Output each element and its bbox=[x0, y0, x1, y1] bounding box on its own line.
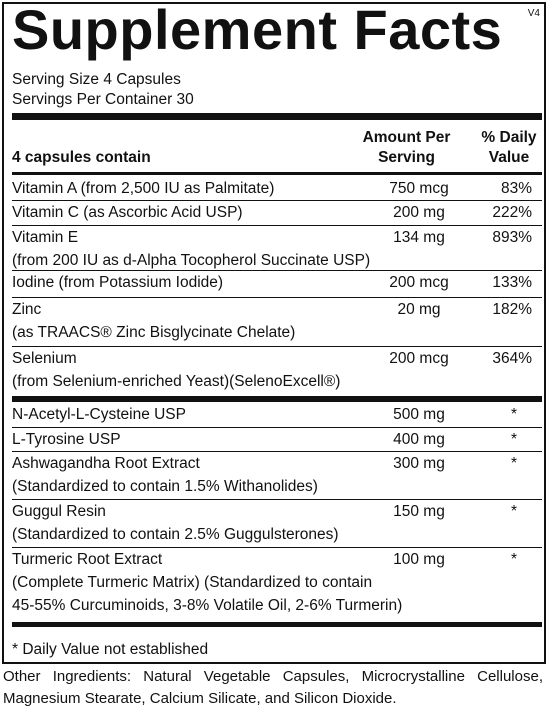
daily-value: * bbox=[510, 503, 518, 520]
amount: 300 mg bbox=[393, 455, 445, 472]
nutrient-name: (Complete Turmeric Matrix) (Standardized… bbox=[12, 574, 373, 591]
nutrient-name: Zinc bbox=[12, 301, 42, 318]
nutrient-name: Vitamin C (as Ascorbic Acid USP) bbox=[12, 204, 243, 221]
thick-rule bbox=[12, 113, 542, 120]
nutrient-name: (from Selenium-enriched Yeast)(SelenoExc… bbox=[12, 373, 341, 390]
amount: 400 mg bbox=[393, 431, 445, 448]
nutrient-name: Vitamin E bbox=[12, 229, 79, 246]
row-rule bbox=[12, 297, 542, 298]
version: V4 bbox=[527, 8, 540, 19]
amount: 200 mcg bbox=[389, 350, 449, 367]
column-header: Amount Per Serving bbox=[362, 129, 451, 166]
amount: 100 mg bbox=[393, 551, 445, 568]
row-rule bbox=[12, 346, 542, 347]
amount: 200 mcg bbox=[389, 274, 449, 291]
column-header: 4 capsules contain bbox=[12, 149, 151, 166]
daily-value: 133% bbox=[492, 274, 532, 291]
nutrient-name: Selenium bbox=[12, 350, 77, 367]
title: Supplement Facts bbox=[12, 0, 503, 61]
other-ingredients: Other Ingredients: Natural Vegetable Cap… bbox=[3, 668, 543, 707]
daily-value: 222% bbox=[492, 204, 532, 221]
daily-value: * bbox=[510, 455, 518, 472]
thick-rule bbox=[12, 396, 542, 402]
row-rule bbox=[12, 547, 542, 548]
amount: 200 mg bbox=[393, 204, 445, 221]
amount: 134 mg bbox=[393, 229, 445, 246]
nutrient-name: N-Acetyl-L-Cysteine USP bbox=[12, 406, 186, 423]
footnote: * Daily Value not established bbox=[12, 641, 209, 658]
row-rule bbox=[12, 499, 542, 500]
daily-value: 182% bbox=[492, 301, 532, 318]
nutrient-name: Turmeric Root Extract bbox=[12, 551, 163, 568]
amount: 500 mg bbox=[393, 406, 445, 423]
facts-panel: Supplement Facts V4 Serving Size 4 Capsu… bbox=[2, 0, 546, 664]
daily-value: * bbox=[510, 551, 518, 568]
amount: 750 mcg bbox=[389, 180, 449, 197]
row-rule bbox=[12, 270, 542, 271]
rule bbox=[12, 172, 542, 175]
row-rule bbox=[12, 200, 542, 201]
amount: 150 mg bbox=[393, 503, 445, 520]
thick-rule bbox=[12, 622, 542, 627]
row-rule bbox=[12, 451, 542, 452]
nutrient-name: L-Tyrosine USP bbox=[12, 431, 121, 448]
row-rule bbox=[12, 225, 542, 226]
daily-value: 893% bbox=[492, 229, 532, 246]
column-header: % Daily Value bbox=[481, 129, 537, 166]
daily-value: 83% bbox=[500, 180, 532, 197]
servings-per-container: Servings Per Container 30 bbox=[12, 91, 194, 108]
nutrient-name: 45-55% Curcuminoids, 3-8% Volatile Oil, … bbox=[12, 597, 403, 614]
daily-value: * bbox=[510, 406, 518, 423]
daily-value: 364% bbox=[492, 350, 532, 367]
nutrient-name: (Standardized to contain 1.5% Withanolid… bbox=[12, 478, 318, 495]
amount: 20 mg bbox=[397, 301, 441, 318]
nutrient-name: Iodine (from Potassium Iodide) bbox=[12, 274, 224, 291]
nutrient-name: (Standardized to contain 2.5% Guggulster… bbox=[12, 526, 339, 543]
nutrient-name: Guggul Resin bbox=[12, 503, 106, 520]
row-rule bbox=[12, 427, 542, 428]
nutrient-name: Vitamin A (from 2,500 IU as Palmitate) bbox=[12, 180, 275, 197]
nutrient-name: (as TRAACS® Zinc Bisglycinate Chelate) bbox=[12, 324, 296, 341]
nutrient-name: (from 200 IU as d-Alpha Tocopherol Succi… bbox=[12, 252, 371, 269]
daily-value: * bbox=[510, 431, 518, 448]
serving-size: Serving Size 4 Capsules bbox=[12, 71, 181, 88]
nutrient-name: Ashwagandha Root Extract bbox=[12, 455, 200, 472]
